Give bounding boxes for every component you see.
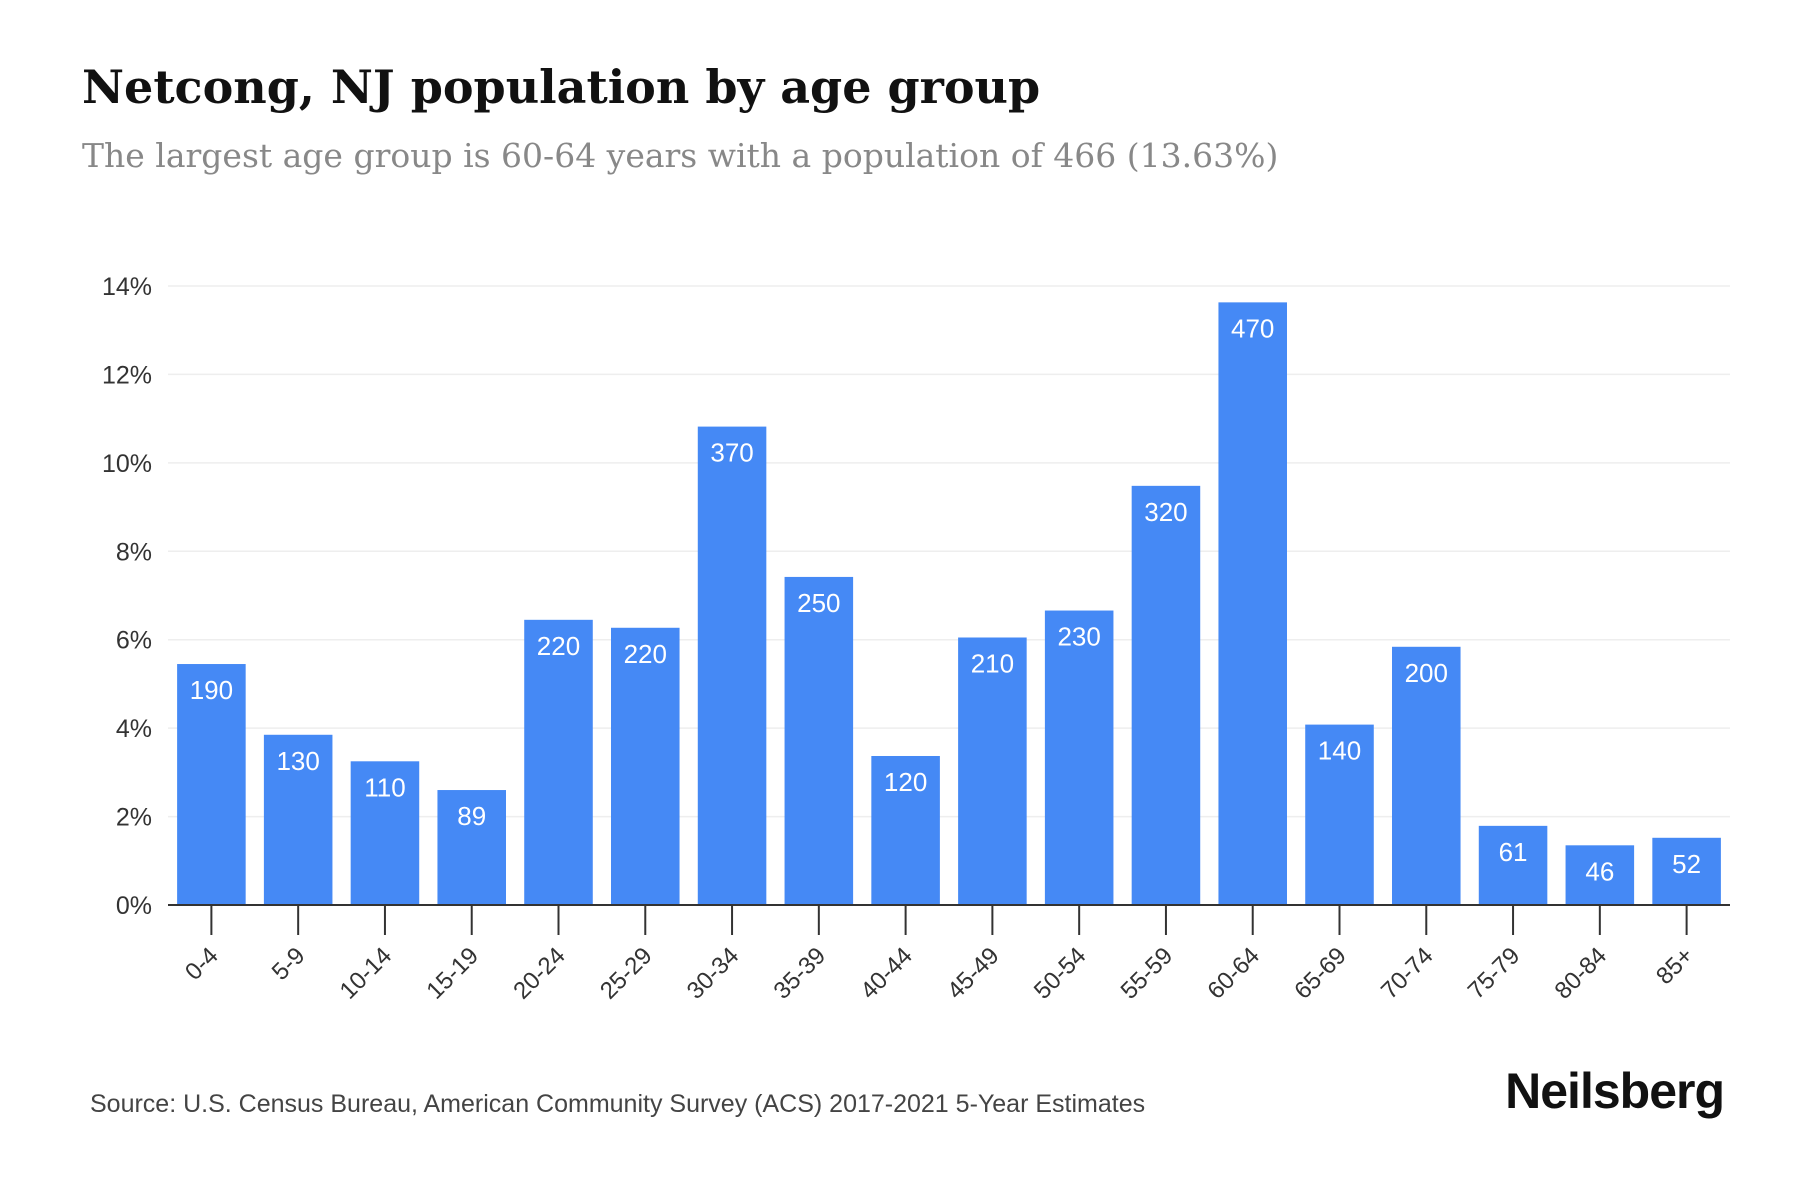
data-label: 370 — [710, 438, 753, 468]
data-label: 89 — [457, 801, 486, 831]
x-tick-label: 20-24 — [508, 942, 571, 1005]
data-label: 250 — [797, 588, 840, 618]
x-tick-label: 0-4 — [180, 942, 224, 986]
x-tick-label: 10-14 — [335, 942, 398, 1005]
y-tick-label: 14% — [102, 273, 152, 301]
x-tick-label: 55-59 — [1116, 942, 1179, 1005]
chart-title: Netcong, NJ population by age group — [82, 60, 1041, 114]
data-label: 110 — [364, 772, 405, 802]
y-tick-label: 12% — [102, 361, 152, 389]
x-tick-label: 70-74 — [1376, 942, 1439, 1005]
chart-subtitle: The largest age group is 60-64 years wit… — [82, 136, 1279, 175]
x-tick-label: 75-79 — [1463, 942, 1526, 1005]
bar — [437, 790, 506, 905]
y-tick-label: 8% — [116, 538, 152, 566]
data-label: 190 — [190, 675, 233, 705]
bar — [1392, 646, 1461, 905]
brand-logo: Neilsberg — [1505, 1063, 1725, 1119]
x-tick-label: 85+ — [1651, 942, 1699, 990]
bar — [1652, 837, 1721, 905]
data-label: 220 — [624, 639, 667, 669]
data-label: 130 — [276, 746, 319, 776]
x-tick-label: 45-49 — [942, 942, 1005, 1005]
data-label: 230 — [1057, 622, 1100, 652]
bar — [1305, 724, 1374, 905]
data-label: 210 — [971, 649, 1014, 679]
bar — [1565, 845, 1635, 905]
data-label: 220 — [537, 631, 580, 661]
data-label: 140 — [1318, 736, 1361, 766]
bar — [524, 619, 593, 905]
x-tick-label: 40-44 — [855, 942, 918, 1005]
y-tick-label: 10% — [102, 450, 152, 478]
bar — [697, 426, 767, 905]
bar — [263, 734, 333, 905]
bar — [1218, 302, 1287, 906]
bar — [611, 627, 680, 905]
x-tick-label: 15-19 — [421, 942, 484, 1005]
bar — [784, 576, 854, 905]
bar — [1131, 485, 1201, 905]
bar — [871, 755, 940, 905]
x-tick-label: 25-29 — [595, 942, 658, 1005]
source-note: Source: U.S. Census Bureau, American Com… — [90, 1090, 1146, 1118]
x-tick-label: 5-9 — [267, 942, 311, 986]
x-tick-label: 60-64 — [1202, 942, 1265, 1005]
x-tick-label: 30-34 — [682, 942, 745, 1005]
bar — [177, 664, 246, 905]
data-label: 46 — [1585, 856, 1614, 886]
bar — [958, 637, 1027, 905]
y-tick-label: 2% — [116, 804, 152, 832]
y-tick-label: 6% — [116, 627, 152, 655]
bar — [350, 761, 420, 905]
y-tick-label: 4% — [116, 715, 152, 743]
data-label: 470 — [1231, 313, 1274, 343]
x-tick-label: 80-84 — [1550, 942, 1613, 1005]
bar-chart: 0% 2% 4% 6% 8% 10% 12% 14% 190 0-4 130 5-9 110 10-14 8… — [102, 273, 1730, 1005]
data-label: 200 — [1405, 658, 1448, 688]
x-tick-label: 50-54 — [1029, 942, 1092, 1005]
data-label: 120 — [884, 767, 927, 797]
bar — [1478, 825, 1548, 905]
x-tick-label: 35-39 — [769, 942, 832, 1005]
data-label: 320 — [1144, 497, 1187, 527]
x-tick-label: 65-69 — [1289, 942, 1352, 1005]
bar — [1044, 610, 1114, 905]
y-tick-label: 0% — [116, 892, 152, 920]
data-label: 52 — [1672, 849, 1701, 879]
data-label: 61 — [1499, 837, 1528, 867]
